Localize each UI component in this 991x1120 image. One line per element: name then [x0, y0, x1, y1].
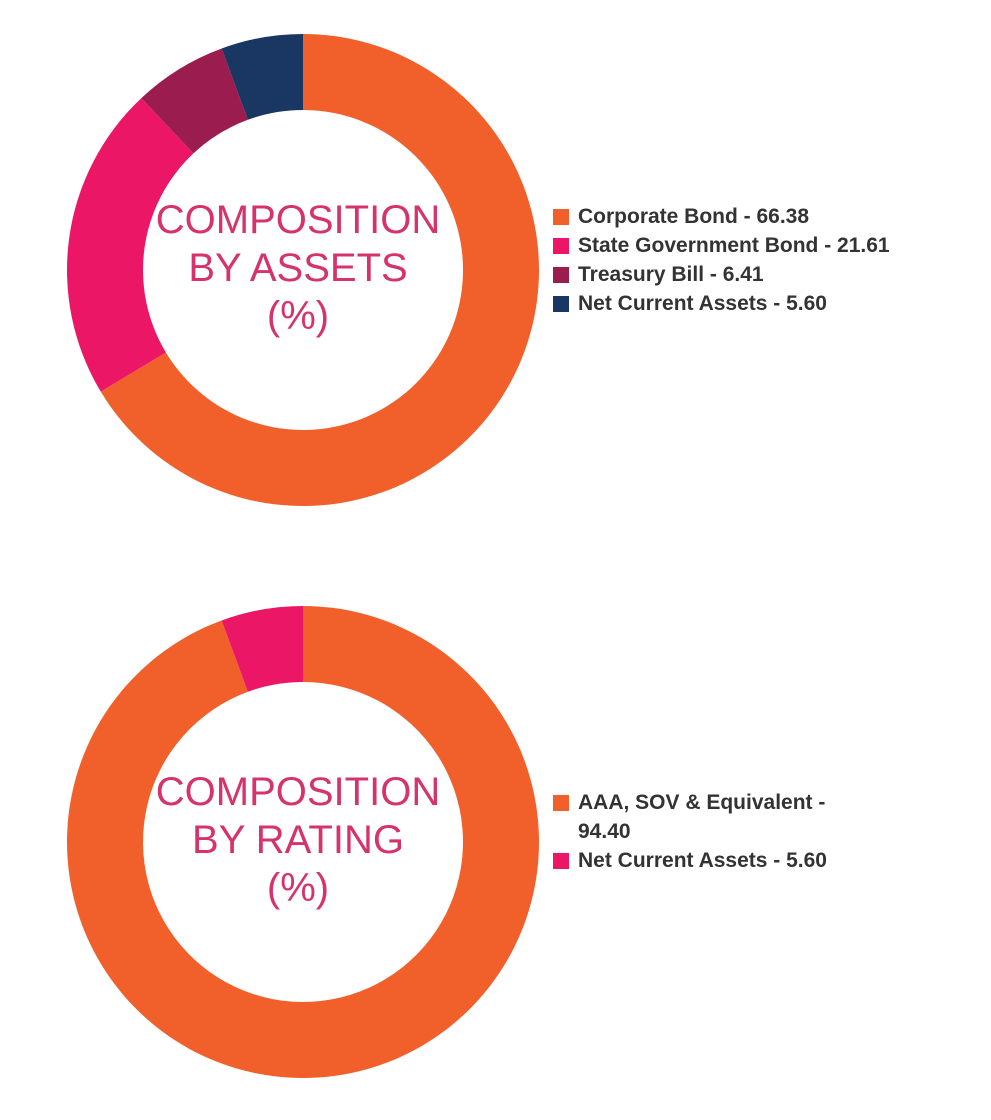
rating-center-line-2: BY RATING [192, 818, 404, 862]
donut-slice [221, 34, 303, 120]
assets-center-line-3: (%) [266, 294, 330, 338]
legend-label: Corporate Bond - 66.38 [578, 205, 810, 228]
legend-swatch [553, 267, 569, 283]
rating-center-label: COMPOSITION BY RATING (%) [148, 768, 448, 912]
assets-center-label: COMPOSITION BY ASSETS (%) [148, 196, 448, 340]
legend-item: Corporate Bond - 66.38 [553, 202, 933, 231]
donut-slice [100, 34, 540, 506]
assets-center-line-1: COMPOSITION [155, 198, 441, 242]
legend-item: AAA, SOV & Equivalent - 94.40 [553, 788, 853, 846]
donut-slice [141, 48, 248, 154]
legend-item: State Government Bond - 21.61 [553, 231, 933, 260]
legend-label: Net Current Assets - 5.60 [578, 849, 827, 872]
rating-center-line-1: COMPOSITION [155, 770, 441, 814]
rating-composition-chart: COMPOSITION BY RATING (%) AAA, SOV & Equ… [0, 602, 991, 1082]
legend-swatch [553, 853, 569, 869]
legend-label: Net Current Assets - 5.60 [578, 292, 827, 315]
legend-swatch [553, 238, 569, 254]
assets-donut [67, 34, 540, 506]
legend-label: State Government Bond - 21.61 [578, 234, 890, 257]
assets-legend: Corporate Bond - 66.38 State Government … [553, 202, 933, 318]
legend-label: Treasury Bill - 6.41 [578, 263, 764, 286]
legend-swatch [553, 209, 569, 225]
legend-label: AAA, SOV & Equivalent - 94.40 [578, 791, 826, 843]
rating-donut [66, 606, 539, 1078]
donut-slice [66, 606, 539, 1078]
legend-item: Treasury Bill - 6.41 [553, 260, 933, 289]
rating-legend: AAA, SOV & Equivalent - 94.40 Net Curren… [553, 788, 853, 875]
assets-center-line-2: BY ASSETS [188, 246, 408, 290]
donut-slice [67, 98, 194, 392]
legend-swatch [553, 795, 569, 811]
donut-slice [221, 606, 303, 692]
assets-composition-chart: COMPOSITION BY ASSETS (%) Corporate Bond… [0, 30, 991, 510]
legend-item: Net Current Assets - 5.60 [553, 289, 933, 318]
legend-swatch [553, 296, 569, 312]
legend-item: Net Current Assets - 5.60 [553, 846, 853, 875]
rating-center-line-3: (%) [266, 866, 330, 910]
